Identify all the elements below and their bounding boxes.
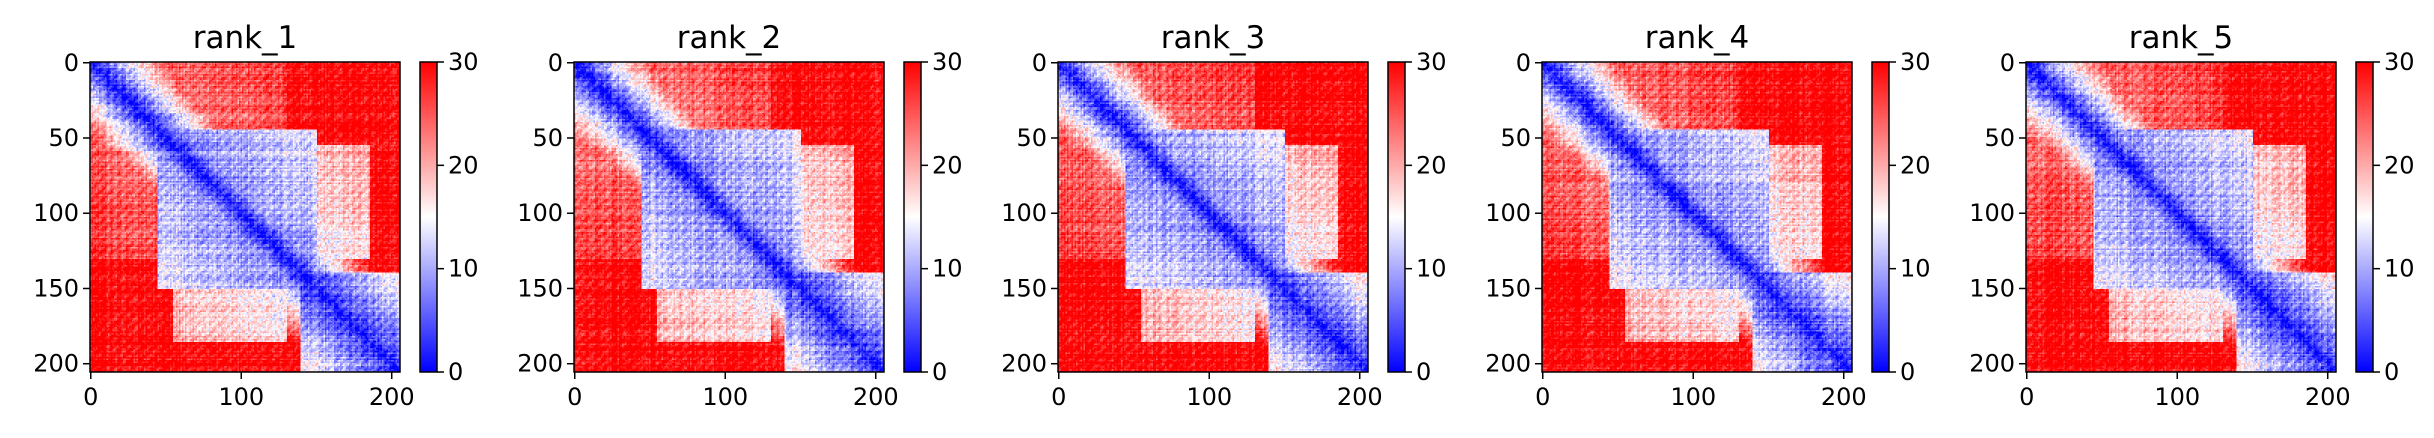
- heatmap-image: [90, 62, 400, 372]
- x-tick-label: 200: [1337, 383, 1383, 411]
- y-tick-label: 50: [48, 124, 79, 152]
- colorbar-tick-label: 30: [2384, 48, 2415, 76]
- x-tick-label: 100: [218, 383, 264, 411]
- colorbar-tick-label: 30: [448, 48, 479, 76]
- plot-frame: [1057, 61, 1369, 373]
- y-tick-label: 150: [33, 274, 79, 302]
- colorbar: [903, 61, 922, 373]
- x-tick-label: 0: [1535, 383, 1550, 411]
- heatmap-image: [2026, 62, 2336, 372]
- y-tick-label: 0: [64, 49, 79, 77]
- colorbar-tick-label: 0: [448, 358, 463, 386]
- y-tick-label: 150: [1485, 274, 1531, 302]
- heatmap-image: [1542, 62, 1852, 372]
- y-tick-label: 50: [1016, 124, 1047, 152]
- colorbar-tick-label: 10: [1900, 255, 1931, 283]
- colorbar-tick-label: 30: [1900, 48, 1931, 76]
- plot-frame: [1541, 61, 1853, 373]
- y-tick-label: 150: [1969, 274, 2015, 302]
- y-tick-label: 100: [1001, 199, 1047, 227]
- y-tick-label: 50: [1984, 124, 2015, 152]
- x-tick-label: 0: [2019, 383, 2034, 411]
- y-tick-label: 100: [1485, 199, 1531, 227]
- panel-title: rank_3: [1161, 20, 1266, 56]
- panel-title: rank_2: [677, 20, 782, 56]
- colorbar: [1387, 61, 1406, 373]
- y-tick-label: 0: [548, 49, 563, 77]
- y-tick-label: 0: [1516, 49, 1531, 77]
- y-tick-label: 150: [1001, 274, 1047, 302]
- colorbar-tick-label: 10: [932, 255, 963, 283]
- y-tick-label: 0: [2000, 49, 2015, 77]
- x-tick-label: 100: [702, 383, 748, 411]
- colorbar-tick-label: 20: [1900, 151, 1931, 179]
- y-tick-label: 200: [1485, 350, 1531, 378]
- colorbar-tick-label: 10: [1416, 255, 1447, 283]
- colorbar-tick-label: 20: [1416, 151, 1447, 179]
- panel-title: rank_5: [2129, 20, 2234, 56]
- x-tick-label: 200: [369, 383, 415, 411]
- colorbar-tick-label: 0: [1900, 358, 1915, 386]
- panel-title: rank_4: [1645, 20, 1750, 56]
- colorbar-tick-label: 30: [1416, 48, 1447, 76]
- plot-frame: [573, 61, 885, 373]
- y-tick-label: 100: [517, 199, 563, 227]
- heatmap-image: [574, 62, 884, 372]
- colorbar-tick-label: 30: [932, 48, 963, 76]
- x-tick-label: 100: [1670, 383, 1716, 411]
- y-tick-label: 150: [517, 274, 563, 302]
- x-tick-label: 200: [1821, 383, 1867, 411]
- colorbar: [1871, 61, 1890, 373]
- colorbar-tick-label: 0: [1416, 358, 1431, 386]
- x-tick-label: 100: [1186, 383, 1232, 411]
- y-tick-label: 0: [1032, 49, 1047, 77]
- plot-frame: [89, 61, 401, 373]
- y-tick-label: 200: [1969, 350, 2015, 378]
- y-tick-label: 100: [1969, 199, 2015, 227]
- panel-title: rank_1: [193, 20, 298, 56]
- colorbar: [419, 61, 438, 373]
- heatmap-image: [1058, 62, 1368, 372]
- colorbar-tick-label: 10: [448, 255, 479, 283]
- colorbar-tick-label: 20: [932, 151, 963, 179]
- x-tick-label: 0: [567, 383, 582, 411]
- x-tick-label: 200: [2305, 383, 2351, 411]
- x-tick-label: 0: [83, 383, 98, 411]
- colorbar: [2355, 61, 2374, 373]
- colorbar-tick-label: 20: [2384, 151, 2415, 179]
- y-tick-label: 200: [1001, 350, 1047, 378]
- colorbar-tick-label: 0: [932, 358, 947, 386]
- colorbar-tick-label: 0: [2384, 358, 2399, 386]
- x-tick-label: 100: [2154, 383, 2200, 411]
- y-tick-label: 50: [532, 124, 563, 152]
- y-tick-label: 50: [1500, 124, 1531, 152]
- colorbar-tick-label: 10: [2384, 255, 2415, 283]
- y-tick-label: 200: [517, 350, 563, 378]
- plot-frame: [2025, 61, 2337, 373]
- y-tick-label: 200: [33, 350, 79, 378]
- x-tick-label: 0: [1051, 383, 1066, 411]
- x-tick-label: 200: [853, 383, 899, 411]
- colorbar-tick-label: 20: [448, 151, 479, 179]
- y-tick-label: 100: [33, 199, 79, 227]
